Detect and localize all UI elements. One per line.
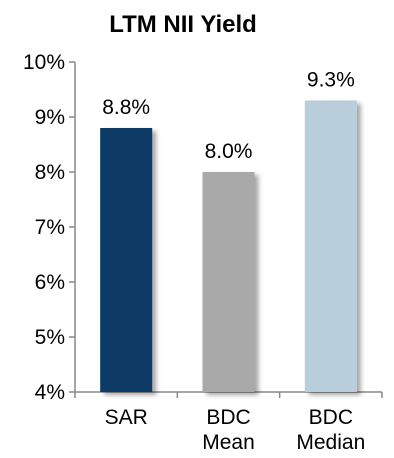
data-label: 9.3% <box>307 69 355 92</box>
y-tick-label: 7% <box>35 216 65 239</box>
data-label: 8.8% <box>102 96 150 119</box>
x-category-label: Median <box>296 431 365 454</box>
x-category-label: BDC <box>206 406 250 429</box>
y-tick-label: 10% <box>23 51 65 74</box>
data-label: 8.0% <box>205 140 253 163</box>
x-category-label: BDC <box>309 406 353 429</box>
bar <box>100 128 153 392</box>
y-tick-label: 5% <box>35 326 65 349</box>
y-tick-label: 4% <box>35 381 65 404</box>
chart-title: LTM NII Yield <box>109 11 257 38</box>
y-tick-label: 8% <box>35 161 65 184</box>
bar <box>202 172 255 392</box>
x-category-label: SAR <box>105 406 148 429</box>
y-tick-label: 6% <box>35 271 65 294</box>
y-tick-label: 9% <box>35 106 65 129</box>
x-category-label: Mean <box>202 431 255 454</box>
bar <box>304 100 357 392</box>
